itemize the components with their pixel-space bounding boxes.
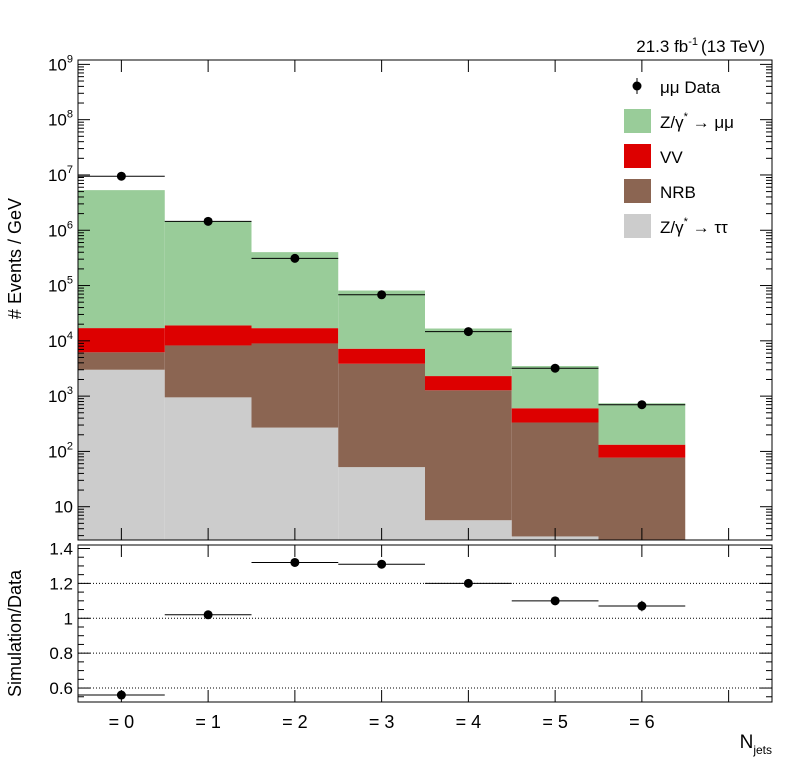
bar-nrb-4 bbox=[425, 390, 512, 521]
y-tick-label: 107 bbox=[48, 164, 73, 185]
bar-zmumu-2 bbox=[251, 252, 339, 329]
bar-vv-4 bbox=[425, 376, 512, 391]
bar-nrb-3 bbox=[338, 363, 425, 468]
ratio-y-tick-label: 0.6 bbox=[49, 679, 73, 698]
bar-zmumu-1 bbox=[164, 221, 252, 326]
y-tick-label: 106 bbox=[48, 219, 73, 240]
x-axis-title: Njets bbox=[740, 732, 772, 757]
bar-ztautau-0 bbox=[78, 369, 165, 540]
x-tick-label-3: = 3 bbox=[369, 712, 395, 732]
bar-nrb-0 bbox=[78, 352, 165, 370]
bar-zmumu-4 bbox=[425, 328, 512, 377]
x-tick-label-6: = 6 bbox=[629, 712, 655, 732]
bar-ztautau-2 bbox=[251, 427, 339, 540]
ratio-panel: 0.6 0.8 1 1.2 1.4 bbox=[49, 539, 773, 703]
ratio-point-0 bbox=[116, 690, 126, 700]
ratio-gridlines bbox=[78, 582, 772, 689]
stack-layer bbox=[78, 190, 686, 540]
y-tick-label: 103 bbox=[48, 385, 73, 406]
data-point-2 bbox=[290, 253, 300, 263]
legend-swatch-vv bbox=[624, 144, 651, 168]
ratio-point-5 bbox=[550, 596, 560, 606]
legend-label-data: μμ Data bbox=[660, 78, 721, 97]
bar-ztautau-3 bbox=[338, 467, 425, 540]
y-axis-title: # Events / GeV bbox=[5, 198, 25, 319]
bar-vv-2 bbox=[251, 328, 339, 344]
bar-vv-5 bbox=[511, 408, 599, 423]
x-tick-label-2: = 2 bbox=[282, 712, 308, 732]
legend: μμ Data Z/γ* → μμ VV NRB Z/γ* → ττ bbox=[624, 78, 734, 238]
x-tick-label-0: = 0 bbox=[109, 712, 135, 732]
data-point-4 bbox=[463, 327, 473, 337]
ratio-y-tick-label: 1.4 bbox=[49, 539, 73, 558]
legend-label-ztautau: Z/γ* → ττ bbox=[660, 216, 728, 237]
ratio-frame bbox=[77, 544, 773, 703]
data-point-0 bbox=[116, 171, 126, 181]
data-points bbox=[78, 171, 686, 410]
x-tick-label-4: = 4 bbox=[456, 712, 482, 732]
legend-entry-zmumu: Z/γ* → μμ bbox=[624, 109, 734, 133]
bar-zmumu-5 bbox=[511, 366, 599, 409]
ratio-y-axis-title: Simulation/Data bbox=[5, 569, 25, 697]
legend-entry-ztautau: Z/γ* → ττ bbox=[624, 214, 728, 238]
ratio-point-2 bbox=[290, 557, 300, 567]
y-tick-label: 104 bbox=[48, 330, 73, 351]
y-tick-label: 105 bbox=[48, 275, 73, 296]
legend-label-nrb: NRB bbox=[660, 183, 696, 202]
ratio-point-4 bbox=[463, 578, 473, 588]
main-panel: 10 102 103 104 105 106 107 108 109 bbox=[48, 53, 773, 541]
bar-nrb-2 bbox=[251, 343, 339, 428]
bar-zmumu-0 bbox=[78, 190, 165, 329]
ratio-y-tick-label: 0.8 bbox=[49, 644, 73, 663]
legend-entry-vv: VV bbox=[624, 144, 683, 168]
ratio-y-axis: 0.6 0.8 1 1.2 1.4 bbox=[49, 539, 772, 702]
data-point-3 bbox=[377, 290, 387, 300]
ratio-y-tick-label: 1 bbox=[64, 609, 73, 628]
main-y-axis: 10 102 103 104 105 106 107 108 109 bbox=[48, 53, 772, 540]
bar-vv-6 bbox=[598, 444, 686, 458]
data-point-1 bbox=[203, 216, 213, 226]
legend-label-zmumu: Z/γ* → μμ bbox=[660, 111, 734, 132]
ratio-point-3 bbox=[377, 559, 387, 569]
legend-swatch-zmumu bbox=[624, 109, 651, 133]
legend-entry-data: μμ Data bbox=[632, 78, 721, 97]
bar-ztautau-1 bbox=[164, 397, 252, 540]
bar-nrb-6 bbox=[598, 457, 686, 540]
data-point-6 bbox=[637, 400, 647, 410]
x-tick-label-1: = 1 bbox=[195, 712, 221, 732]
legend-swatch-nrb bbox=[624, 179, 651, 203]
y-tick-label: 108 bbox=[48, 109, 73, 130]
bar-zmumu-3 bbox=[338, 290, 425, 349]
bar-nrb-5 bbox=[511, 422, 599, 537]
ratio-point-1 bbox=[203, 610, 213, 620]
y-tick-label: 109 bbox=[48, 53, 73, 74]
legend-swatch-ztautau bbox=[624, 214, 651, 238]
legend-label-vv: VV bbox=[660, 148, 683, 167]
bar-zmumu-6 bbox=[598, 403, 686, 445]
x-tick-label-5: = 5 bbox=[542, 712, 568, 732]
ratio-point-6 bbox=[637, 601, 647, 611]
data-point-5 bbox=[550, 363, 560, 373]
y-tick-label: 10 bbox=[54, 498, 73, 517]
ratio-points bbox=[78, 557, 686, 700]
bar-nrb-1 bbox=[164, 345, 252, 398]
bar-vv-0 bbox=[78, 328, 165, 353]
lumi-label: 21.3 fb-1 (13 TeV) bbox=[636, 36, 765, 56]
y-tick-label: 102 bbox=[48, 440, 73, 461]
main-frame bbox=[77, 59, 773, 541]
x-axis-labels: = 0 = 1 = 2 = 3 = 4 = 5 = 6 bbox=[109, 712, 655, 732]
ratio-y-tick-label: 1.2 bbox=[49, 574, 73, 593]
bar-vv-1 bbox=[164, 325, 252, 346]
bar-vv-3 bbox=[338, 348, 425, 364]
legend-entry-nrb: NRB bbox=[624, 179, 696, 203]
